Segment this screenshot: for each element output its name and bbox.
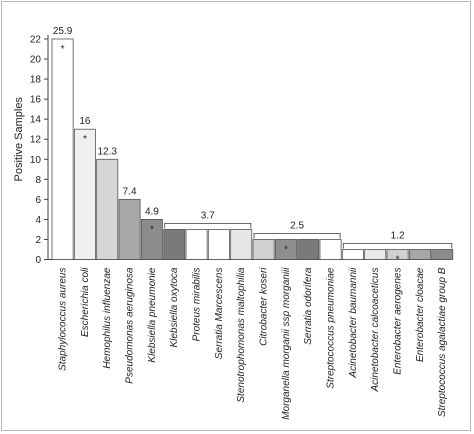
- group-bracket: [253, 233, 341, 239]
- bar: [252, 239, 275, 260]
- y-tick-label: 10: [30, 155, 42, 166]
- category-label: Klebsiella oxytoca: [169, 267, 180, 347]
- y-tick-label: 18: [30, 75, 42, 86]
- category-label: Citrobacter koseri: [259, 267, 270, 346]
- category-label: Escherichia coli: [80, 267, 91, 337]
- category-labels: 25.9 16 12.3 7.4 4.9 Staphylococcus aureus Esc…: [53, 26, 448, 420]
- y-tick-label: 6: [35, 195, 41, 206]
- bar: [118, 198, 141, 260]
- bar: [163, 229, 186, 260]
- bar: [408, 249, 431, 260]
- bar: [230, 229, 253, 260]
- bar-value-label: 16: [79, 116, 91, 127]
- bars: * * * * *: [51, 38, 454, 265]
- y-tick-label: 4: [35, 215, 41, 226]
- group-value-label: 2.5: [290, 220, 304, 231]
- bar-asterisk: *: [150, 224, 154, 235]
- bar: [297, 239, 320, 260]
- bar: [431, 249, 454, 260]
- bar: [73, 128, 96, 260]
- group-brackets: 3.7 2.5 1.2: [164, 210, 453, 249]
- category-label: Staphylococcus aureus: [58, 268, 69, 371]
- bar-value-label: 25.9: [53, 26, 73, 37]
- bar: [140, 219, 163, 260]
- group-bracket: [164, 222, 252, 229]
- category-label: Pseudomonas aeruginosa: [125, 267, 136, 384]
- y-tick-label: 8: [35, 175, 41, 186]
- category-label: Klebsiella pneumonie: [147, 267, 158, 363]
- bar-asterisk: *: [83, 134, 87, 145]
- bar: [274, 239, 297, 260]
- bar: [51, 38, 74, 260]
- category-label: Streptococcus agalactiae group B: [437, 267, 448, 417]
- bar-asterisk: *: [396, 254, 400, 265]
- y-axis-label: Positive Samples: [13, 97, 25, 182]
- category-label: Morganella morganii ssp morganiii: [281, 267, 292, 420]
- y-tick-label: 12: [30, 135, 42, 146]
- category-label: Stenotrophomonas maltophilia: [236, 267, 247, 403]
- y-tick-label: 2: [35, 235, 41, 246]
- category-label: Proteus mirabilis: [192, 268, 203, 342]
- bar: [319, 239, 342, 260]
- category-label: Serratia odorifera: [303, 267, 314, 345]
- y-tick-label: 16: [30, 95, 42, 106]
- group-value-label: 3.7: [201, 210, 215, 221]
- category-label: Acinetobacter baumannii: [348, 267, 359, 379]
- category-label: Enterobacter cloacae: [415, 267, 426, 362]
- category-label: Acinetobacter calcoaceticus: [370, 268, 381, 393]
- bar-value-label: 12.3: [97, 146, 117, 157]
- bar: [207, 229, 230, 260]
- y-tick-label: 22: [30, 35, 42, 46]
- category-label: Serratia Marcescens: [214, 268, 225, 360]
- bar-value-label: 7.4: [123, 186, 137, 197]
- bar: [341, 249, 364, 260]
- bar: [185, 229, 208, 260]
- bar-value-label: 4.9: [145, 206, 159, 217]
- category-label: Hemophilus influenzae: [102, 267, 113, 369]
- category-label: Streptococcus pneumoniae: [326, 267, 337, 389]
- category-label: Enterobacter aerogenes: [393, 268, 404, 375]
- y-tick-label: 14: [30, 115, 42, 126]
- bar-asterisk: *: [61, 44, 65, 55]
- group-value-label: 1.2: [391, 230, 405, 241]
- bar-asterisk: *: [284, 244, 288, 255]
- group-bracket: [342, 243, 453, 249]
- y-tick-label: 20: [30, 55, 42, 66]
- bar: [364, 249, 387, 260]
- y-tick-label: 0: [35, 255, 41, 266]
- bar: [96, 158, 119, 260]
- bar: [386, 249, 409, 260]
